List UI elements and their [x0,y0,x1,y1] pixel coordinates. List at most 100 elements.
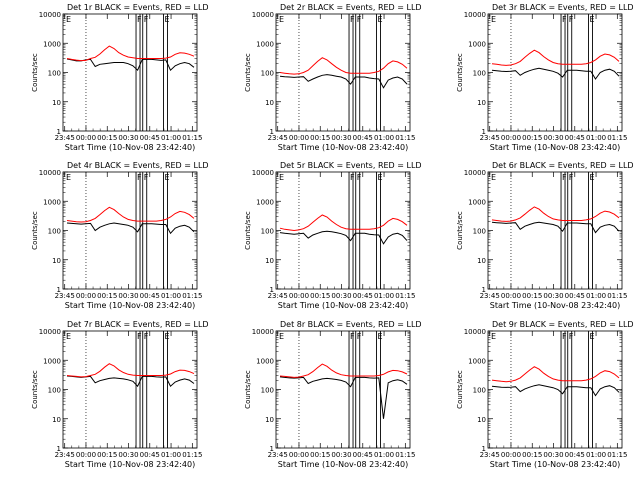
lld-series-line [66,45,195,62]
x-tick-label: 01:15 [395,292,415,300]
marker-label: E [165,173,170,182]
panel-title: Det 2r BLACK = Events, RED = LLD [280,3,422,12]
x-tick-label: 01:15 [182,134,202,142]
marker-label: F [350,15,355,24]
panel-title: Det 8r BLACK = Events, RED = LLD [280,320,422,329]
x-axis-label: Start Time (10-Nov-08 23:42:40) [65,301,195,310]
marker-label: F [569,173,574,182]
x-axis-label: Start Time (10-Nov-08 23:42:40) [278,301,408,310]
marker-label: F [357,15,362,24]
x-tick-label: 00:00 [76,134,96,142]
x-tick-label: 00:30 [118,451,138,459]
panel-title: Det 3r BLACK = Events, RED = LLD [492,3,634,12]
marker-label: F [137,332,142,341]
x-tick-label: 01:15 [395,134,415,142]
marker-label: E [590,15,595,24]
y-tick-label: 100 [473,228,486,236]
x-tick-label: 00:45 [353,451,373,459]
x-axis-label: Start Time (10-Nov-08 23:42:40) [278,143,408,152]
x-tick-label: 00:30 [543,451,563,459]
x-tick-label: 00:30 [543,134,563,142]
y-axis-label: Counts/sec [31,53,39,92]
marker-label: E [378,173,383,182]
x-tick-label: 01:00 [374,292,394,300]
plot-frame [487,330,623,449]
y-tick-label: 1000 [468,40,486,48]
y-tick-label: 10 [265,257,274,265]
y-axis-label: Counts/sec [244,370,252,409]
x-tick-label: 00:00 [76,451,96,459]
x-tick-label: 00:00 [76,292,96,300]
x-tick-label: 01:15 [607,292,627,300]
x-tick-label: 01:15 [607,134,627,142]
x-axis-label: Start Time (10-Nov-08 23:42:40) [490,460,620,469]
marker-label: E [165,15,170,24]
x-tick-label: 00:15 [522,134,542,142]
x-tick-label: 23:45 [55,134,75,142]
y-tick-label: 10 [265,99,274,107]
x-tick-label: 00:15 [310,134,330,142]
marker-label: F [562,332,567,341]
y-axis-label: Counts/sec [244,53,252,92]
y-tick-label: 1000 [256,40,274,48]
detector-panel-9: Det 9r BLACK = Events, RED = LLD 1 10 100 10… [456,320,634,469]
marker-label: E [378,15,383,24]
x-tick-label: 00:00 [289,451,309,459]
x-tick-label: 00:45 [353,292,373,300]
y-axis-label: Counts/sec [244,211,252,250]
marker-label: E [279,332,284,341]
lld-series-line [66,363,195,378]
lld-series-line [279,363,408,378]
x-tick-label: 00:45 [140,292,160,300]
x-tick-label: 00:45 [565,451,585,459]
y-tick-label: 1 [270,445,274,453]
marker-label: F [357,173,362,182]
events-series-line [279,230,408,245]
x-tick-label: 23:45 [480,292,500,300]
detector-panel-1: Det 1r BLACK = Events, RED = LLD 1 10 100 10… [31,3,209,152]
plot-frame [275,13,411,132]
x-tick-label: 00:15 [310,451,330,459]
marker-label: E [279,173,284,182]
y-tick-label: 1000 [43,198,61,206]
x-tick-label: 00:00 [289,292,309,300]
y-tick-label: 1000 [43,357,61,365]
x-tick-label: 00:15 [310,292,330,300]
x-tick-label: 00:30 [331,451,351,459]
x-tick-label: 23:45 [55,292,75,300]
detector-panel-6: Det 6r BLACK = Events, RED = LLD 1 10 100 10… [456,161,634,310]
x-tick-label: 01:15 [182,451,202,459]
marker-label: F [137,173,142,182]
panel-title: Det 5r BLACK = Events, RED = LLD [280,161,422,170]
y-axis-label: Counts/sec [456,211,464,250]
y-tick-label: 10000 [39,169,61,177]
marker-label: E [378,332,383,341]
plot-frame [62,13,198,132]
y-tick-label: 10000 [464,328,486,336]
x-tick-label: 00:00 [501,292,521,300]
x-axis-label: Start Time (10-Nov-08 23:42:40) [278,460,408,469]
x-tick-label: 01:00 [374,134,394,142]
marker-label: F [357,332,362,341]
x-tick-label: 23:45 [480,134,500,142]
y-tick-label: 1 [482,286,486,294]
y-tick-label: 100 [261,70,274,78]
marker-label: F [569,332,574,341]
y-tick-label: 1 [57,445,61,453]
detector-panel-8: Det 8r BLACK = Events, RED = LLD 1 10 100 10… [244,320,422,469]
detector-panel-2: Det 2r BLACK = Events, RED = LLD 1 10 100 10… [244,3,422,152]
x-tick-label: 00:15 [97,134,117,142]
marker-label: E [66,15,71,24]
x-tick-label: 00:30 [118,134,138,142]
y-tick-label: 100 [48,228,61,236]
lld-series-line [66,206,195,223]
x-tick-label: 00:00 [501,134,521,142]
marker-label: F [350,173,355,182]
y-tick-label: 10 [477,99,486,107]
y-axis-label: Counts/sec [456,370,464,409]
plot-frame [62,171,198,290]
x-tick-label: 00:30 [543,292,563,300]
x-tick-label: 01:00 [374,451,394,459]
y-tick-label: 10000 [252,11,274,19]
y-axis-label: Counts/sec [31,211,39,250]
